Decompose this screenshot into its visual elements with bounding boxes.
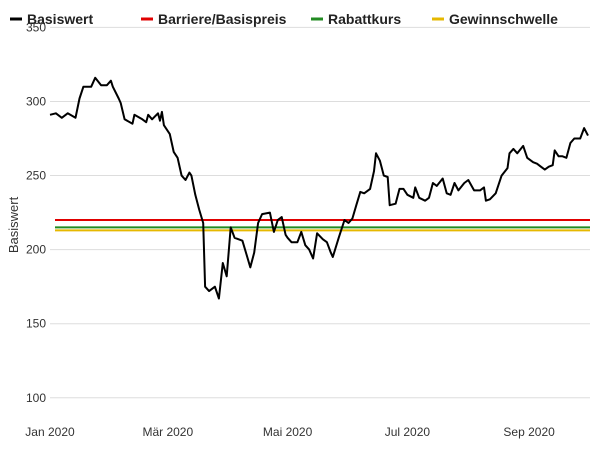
- grid: [50, 26, 590, 399]
- x-tick-label: Sep 2020: [503, 425, 555, 439]
- y-tick-label: 150: [26, 317, 46, 331]
- y-tick-label: 350: [26, 20, 46, 34]
- legend-label: Gewinnschwelle: [449, 11, 558, 27]
- x-tick-label: Mai 2020: [263, 425, 313, 439]
- y-tick-label: 100: [26, 391, 46, 405]
- y-tick-label: 200: [26, 243, 46, 257]
- legend-label: Rabattkurs: [328, 11, 401, 27]
- y-axis-title: Basiswert: [6, 196, 21, 253]
- y-tick-label: 300: [26, 94, 46, 108]
- legend-label: Barriere/Basispreis: [158, 11, 287, 27]
- y-tick-label: 250: [26, 169, 46, 183]
- legend: Basiswert Barriere/Basispreis Rabattkurs Ge…: [10, 11, 558, 27]
- y-axis: 100 150 200 250 300 350: [26, 20, 46, 404]
- legend-item: Barriere/Basispreis: [141, 11, 287, 27]
- legend-label: Basiswert: [27, 11, 93, 27]
- x-tick-label: Jan 2020: [25, 425, 75, 439]
- reference-lines: [55, 219, 590, 232]
- x-axis: Jan 2020 Mär 2020 Mai 2020 Jul 2020 Sep 2020: [25, 425, 555, 439]
- legend-item: Rabattkurs: [311, 11, 401, 27]
- legend-item: Basiswert: [10, 11, 93, 27]
- x-tick-label: Mär 2020: [142, 425, 193, 439]
- series-line: [49, 76, 589, 300]
- legend-item: Gewinnschwelle: [432, 11, 558, 27]
- x-tick-label: Jul 2020: [385, 425, 431, 439]
- series-lines: [49, 76, 589, 300]
